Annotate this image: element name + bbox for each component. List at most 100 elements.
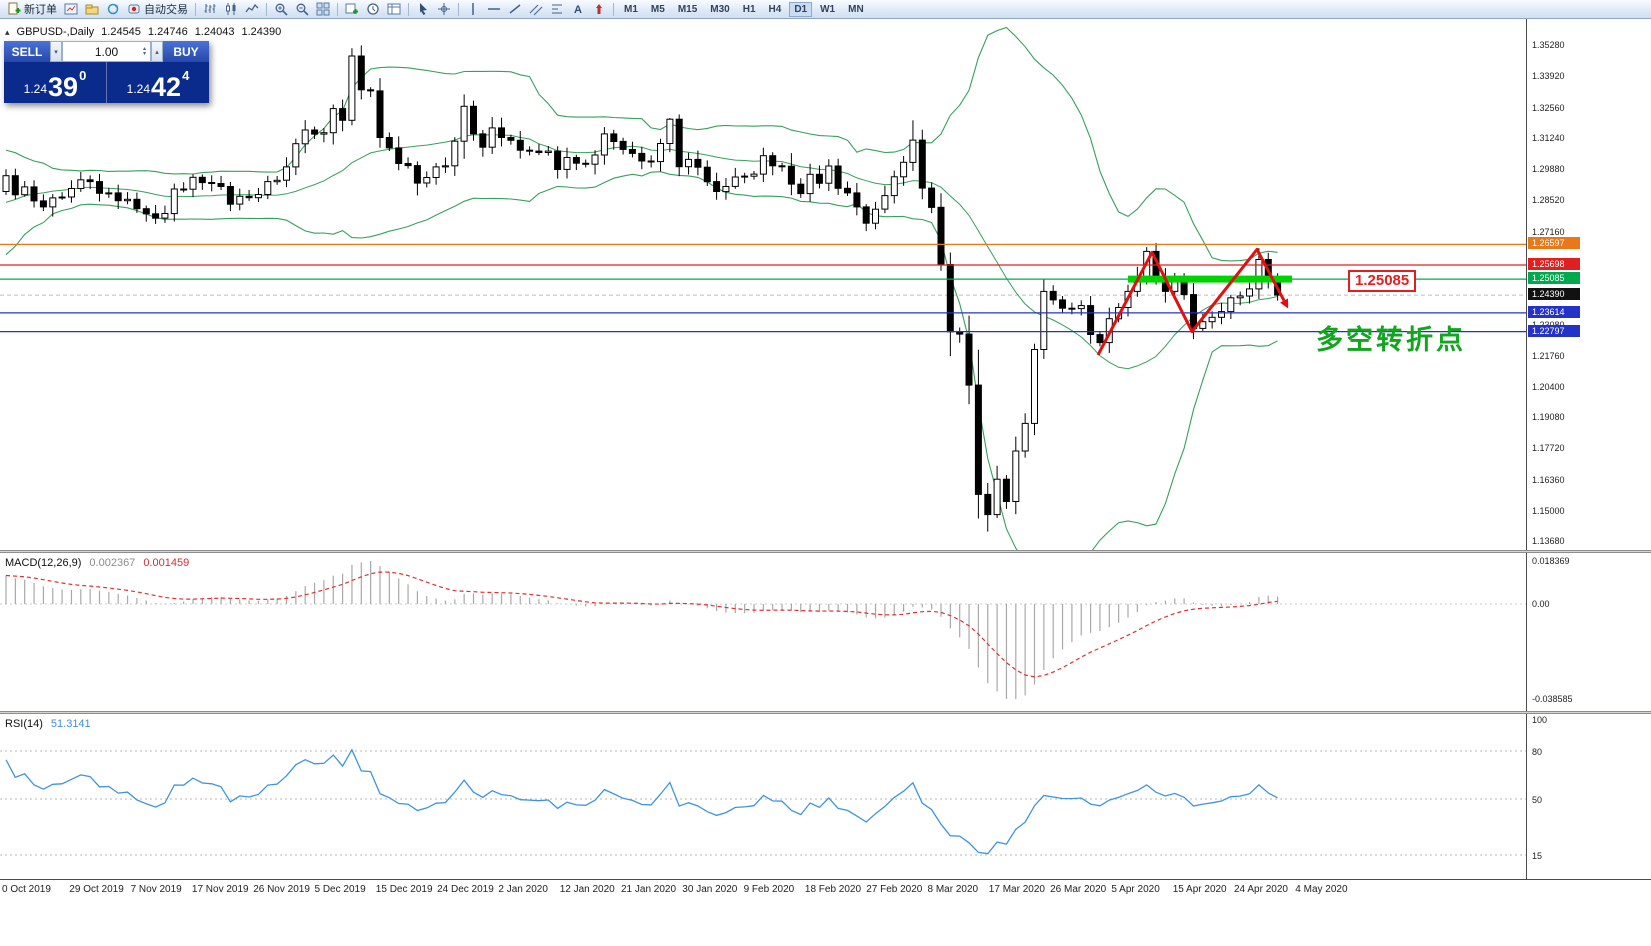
timeframe-w1-button[interactable]: W1	[820, 3, 836, 15]
period-icon	[366, 2, 380, 16]
lot-size-input[interactable]: 1.00 ▴ ▾	[62, 41, 151, 62]
date-label: 17 Mar 2020	[988, 884, 1045, 895]
candle-body	[413, 165, 421, 184]
timeframe-m1-button[interactable]: M1	[624, 3, 638, 15]
candle-body	[787, 165, 795, 185]
horizontal-line-button[interactable]	[484, 1, 504, 18]
candles	[2, 45, 1282, 532]
rsi-label: RSI(14) 51.3141	[5, 718, 91, 730]
price-tick: 1.21760	[1532, 350, 1565, 361]
price-scale[interactable]: 1.35280 1.33920 1.32560 1.31240 1.29880 1.285…	[1526, 19, 1651, 550]
candle-body	[666, 118, 674, 144]
macd-panel[interactable]: 0.018369 0.00 -0.038585 MACD(12,26,9) 0.00…	[0, 553, 1651, 711]
price-tick: 1.15000	[1532, 505, 1565, 516]
lot-decrease-button[interactable]: ▾	[50, 41, 62, 62]
candle-body	[638, 152, 646, 162]
candle-body	[1077, 305, 1085, 310]
zoom-in-button[interactable]	[271, 1, 291, 18]
candle-body	[554, 150, 562, 171]
macd-scale-tick: 0.018369	[1532, 556, 1570, 566]
candle-body	[339, 108, 347, 121]
channel-button[interactable]	[526, 1, 546, 18]
candle-body	[731, 176, 739, 187]
trade-panel-prices: 1.24 39 0 1.24 42 4	[4, 62, 209, 103]
vertical-line-button[interactable]	[463, 1, 483, 18]
trendline-button[interactable]	[505, 1, 525, 18]
arrows-button[interactable]	[589, 1, 609, 18]
timeframe-m30-button[interactable]: M30	[710, 3, 730, 15]
time-axis[interactable]: 0 Oct 2019 29 Oct 2019 7 Nov 2019 17 Nov 20…	[0, 879, 1651, 899]
timeframe-d1-button[interactable]: D1	[789, 1, 813, 17]
new-chart-button[interactable]	[342, 1, 362, 18]
candle-body	[432, 166, 440, 178]
channel-icon	[529, 2, 543, 16]
candle-body	[124, 198, 131, 202]
templates-button[interactable]	[384, 1, 404, 18]
panel-splitter[interactable]	[0, 550, 1651, 553]
new-order-button[interactable]: 新订单	[4, 1, 60, 18]
profiles-button[interactable]	[82, 1, 102, 18]
buy-price-display[interactable]: 1.24 42 4	[107, 62, 209, 103]
price-level-tag: 1.25085	[1528, 272, 1580, 285]
text-button[interactable]: A	[568, 1, 588, 18]
resistance-zone-highlight[interactable]	[1128, 275, 1292, 283]
main-chart-panel[interactable]: 1.35280 1.33920 1.32560 1.31240 1.29880 1.285…	[0, 19, 1651, 550]
timeframe-h4-button[interactable]: H4	[768, 3, 782, 15]
sell-price-display[interactable]: 1.24 39 0	[4, 62, 106, 103]
price-level-tag: 1.25698	[1528, 258, 1580, 270]
timeframe-h1-button[interactable]: H1	[742, 3, 756, 15]
candle-body	[928, 187, 936, 208]
candle-body	[974, 384, 982, 495]
timeframe-mn-button[interactable]: MN	[848, 3, 864, 15]
candle-body	[114, 192, 122, 202]
timeframe-m5-button[interactable]: M5	[650, 3, 665, 15]
line-chart-button[interactable]	[242, 1, 262, 18]
rsi-scale-tick: 15	[1532, 851, 1543, 861]
candle-body	[161, 213, 169, 219]
sell-button[interactable]: SELL	[4, 41, 50, 62]
price-level-tag: 1.26597	[1528, 237, 1580, 250]
macd-scale[interactable]: 0.018369 0.00 -0.038585	[1526, 553, 1651, 711]
tile-windows-button[interactable]	[313, 1, 333, 18]
macd-signal-value: 0.001459	[143, 557, 190, 569]
panel-splitter[interactable]	[0, 711, 1651, 714]
candle-body	[208, 182, 216, 184]
rsi-scale[interactable]: 100 80 50 15	[1526, 714, 1651, 879]
buy-button[interactable]: BUY	[163, 41, 209, 62]
date-label: 29 Oct 2019	[69, 884, 124, 895]
turning-point-note[interactable]: 多空转折点	[1316, 325, 1466, 355]
candle-body	[348, 55, 356, 121]
toolbar-separator	[458, 2, 459, 16]
refresh-button[interactable]	[103, 1, 123, 18]
crosshair-button[interactable]	[434, 1, 454, 18]
price-tick: 1.28520	[1532, 195, 1565, 206]
rsi-panel[interactable]: 100 80 50 15 RSI(14) 51.3141	[0, 714, 1651, 879]
fibonacci-button[interactable]	[547, 1, 567, 18]
charts-button[interactable]	[61, 1, 81, 18]
autotrading-button[interactable]: 自动交易	[124, 1, 191, 18]
timeframe-m15-button[interactable]: M15	[677, 3, 698, 15]
candle-body	[1021, 422, 1029, 452]
trend-zigzag-line[interactable]	[1096, 247, 1286, 356]
periods-button[interactable]	[363, 1, 383, 18]
price-tick: 1.16360	[1532, 474, 1565, 485]
lot-spinner[interactable]: ▴ ▾	[142, 45, 146, 57]
candle-body	[516, 139, 524, 151]
zoom-out-button[interactable]	[292, 1, 312, 18]
price-chart-canvas[interactable]	[0, 19, 1526, 550]
price-callout[interactable]: 1.25085	[1348, 270, 1417, 292]
price-level-tag: 1.23614	[1528, 305, 1580, 318]
bar-chart-button[interactable]	[200, 1, 220, 18]
lot-increase-button[interactable]: ▴	[151, 41, 163, 62]
candle-body	[526, 149, 534, 152]
candlestick-chart-button[interactable]	[221, 1, 241, 18]
zoom-out-icon	[295, 2, 309, 16]
candle-body	[741, 175, 749, 178]
vline-icon	[466, 2, 480, 16]
cursor-button[interactable]	[413, 1, 433, 18]
price-tick: 1.35280	[1532, 40, 1565, 50]
new-chart-icon	[345, 2, 359, 16]
price-tick: 1.27160	[1532, 226, 1565, 237]
candle-body	[937, 206, 945, 266]
tile-windows-icon	[316, 2, 330, 16]
